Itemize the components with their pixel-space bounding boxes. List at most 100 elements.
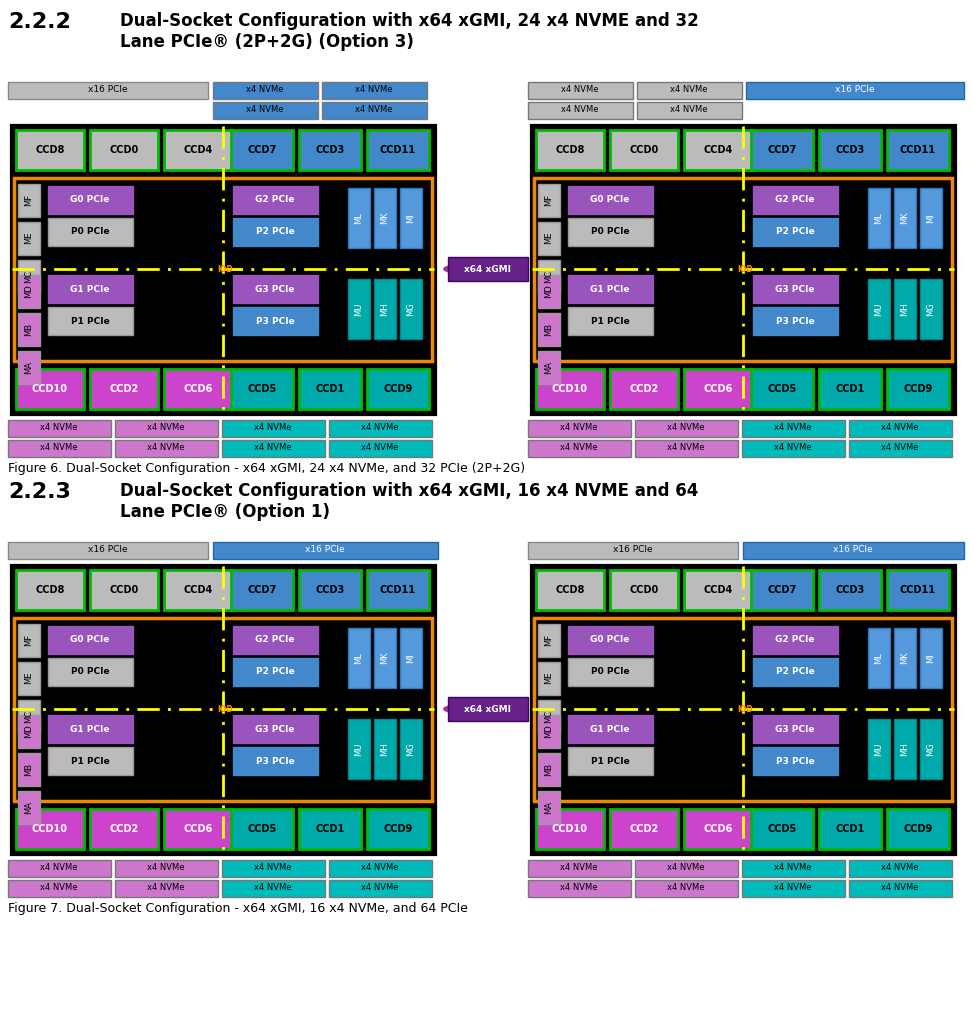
Text: Dual-Socket Configuration with x64 xGMI, 24 x4 NVME and 32
Lane PCIe® (2P+2G) (O: Dual-Socket Configuration with x64 xGMI,… xyxy=(120,12,698,51)
Text: MI: MI xyxy=(926,213,935,223)
Bar xyxy=(753,746,838,775)
Bar xyxy=(48,186,133,214)
Bar xyxy=(538,700,560,733)
Text: G1 PCIe: G1 PCIe xyxy=(590,285,630,294)
Bar xyxy=(568,275,653,303)
Text: CCD1: CCD1 xyxy=(836,384,865,394)
Text: CCD11: CCD11 xyxy=(380,145,416,155)
Bar xyxy=(742,880,845,897)
Bar xyxy=(374,188,396,248)
Text: MA: MA xyxy=(24,360,33,374)
Bar xyxy=(849,440,952,457)
Bar xyxy=(374,279,396,339)
Bar xyxy=(528,82,633,99)
Bar xyxy=(819,809,881,849)
Bar xyxy=(538,184,560,217)
Text: x4 NVMe: x4 NVMe xyxy=(246,85,283,94)
Bar xyxy=(538,275,560,308)
Bar xyxy=(849,880,952,897)
Bar xyxy=(329,440,432,457)
Text: MB: MB xyxy=(24,323,33,336)
Bar xyxy=(920,719,942,779)
Text: CCD3: CCD3 xyxy=(836,145,865,155)
Bar xyxy=(115,420,218,437)
Text: ML: ML xyxy=(355,212,363,224)
Bar xyxy=(18,313,40,346)
Bar xyxy=(538,662,560,695)
Text: x16 PCIe: x16 PCIe xyxy=(89,546,128,555)
Text: x4 NVMe: x4 NVMe xyxy=(361,884,398,893)
Text: x4 NVMe: x4 NVMe xyxy=(560,443,598,453)
Text: MU: MU xyxy=(355,742,363,756)
Text: CCD1: CCD1 xyxy=(316,384,345,394)
Text: MC: MC xyxy=(544,269,553,283)
Text: MG: MG xyxy=(926,302,935,315)
Text: x4 NVMe: x4 NVMe xyxy=(560,424,598,432)
Bar xyxy=(894,279,916,339)
Text: G0 PCIe: G0 PCIe xyxy=(590,196,629,205)
Text: G1 PCIe: G1 PCIe xyxy=(590,725,630,733)
Bar xyxy=(894,719,916,779)
Bar xyxy=(819,130,881,170)
Bar xyxy=(887,369,949,409)
Text: MB: MB xyxy=(544,323,553,336)
Text: MB: MB xyxy=(24,763,33,775)
Text: x4 NVMe: x4 NVMe xyxy=(667,443,705,453)
Text: CCD10: CCD10 xyxy=(32,384,68,394)
Bar xyxy=(568,715,653,743)
Text: MK: MK xyxy=(901,651,910,665)
Text: CCD9: CCD9 xyxy=(384,824,413,834)
Bar xyxy=(746,82,964,99)
Bar xyxy=(868,628,890,688)
Bar xyxy=(753,218,838,246)
Text: CCD3: CCD3 xyxy=(836,585,865,595)
Bar xyxy=(819,570,881,610)
Text: ME: ME xyxy=(24,672,33,684)
Text: MA: MA xyxy=(544,801,553,813)
Text: x4 NVMe: x4 NVMe xyxy=(670,105,708,115)
Bar xyxy=(213,102,318,119)
Text: ME: ME xyxy=(544,672,553,684)
Text: MF: MF xyxy=(24,634,33,646)
Bar xyxy=(233,218,318,246)
Bar xyxy=(753,626,838,654)
Text: G3 PCIe: G3 PCIe xyxy=(255,285,295,294)
Text: x64 xGMI: x64 xGMI xyxy=(465,264,511,273)
Text: x4 NVMe: x4 NVMe xyxy=(246,105,283,115)
Bar xyxy=(635,880,738,897)
Text: MU: MU xyxy=(355,302,363,315)
Bar xyxy=(743,542,964,559)
Text: CCD2: CCD2 xyxy=(109,824,138,834)
Bar xyxy=(231,809,293,849)
Bar xyxy=(90,809,158,849)
Text: x64 xGMI: x64 xGMI xyxy=(465,705,511,714)
Bar xyxy=(231,570,293,610)
Text: ME: ME xyxy=(24,231,33,245)
Text: x4 NVMe: x4 NVMe xyxy=(774,863,811,872)
Text: P1 PCIe: P1 PCIe xyxy=(590,757,629,766)
Text: CCD6: CCD6 xyxy=(703,384,732,394)
Text: 2.2.2: 2.2.2 xyxy=(8,12,71,32)
Text: CCD0: CCD0 xyxy=(109,145,138,155)
Text: CCD7: CCD7 xyxy=(768,145,797,155)
Bar xyxy=(684,570,752,610)
Text: MF: MF xyxy=(544,634,553,646)
Text: MK: MK xyxy=(381,651,390,665)
Text: P2 PCIe: P2 PCIe xyxy=(255,668,294,677)
Bar xyxy=(684,809,752,849)
Text: P3 PCIe: P3 PCIe xyxy=(255,757,294,766)
Text: CCD7: CCD7 xyxy=(247,585,277,595)
Bar xyxy=(887,570,949,610)
Bar xyxy=(536,809,604,849)
Bar xyxy=(887,130,949,170)
Text: MD: MD xyxy=(544,724,553,738)
Text: x4 NVMe: x4 NVMe xyxy=(560,884,598,893)
Text: Figure 6. Dual-Socket Configuration - x64 xGMI, 24 x4 NVMe, and 32 PCIe (2P+2G): Figure 6. Dual-Socket Configuration - x6… xyxy=(8,462,525,475)
Text: MD: MD xyxy=(544,284,553,298)
Text: Dual-Socket Configuration with x64 xGMI, 16 x4 NVME and 64
Lane PCIe® (Option 1): Dual-Socket Configuration with x64 xGMI,… xyxy=(120,482,698,521)
Bar xyxy=(14,178,432,361)
Text: CCD11: CCD11 xyxy=(380,585,416,595)
Text: G3 PCIe: G3 PCIe xyxy=(255,725,295,733)
Bar xyxy=(635,860,738,877)
Text: CCD2: CCD2 xyxy=(629,824,658,834)
